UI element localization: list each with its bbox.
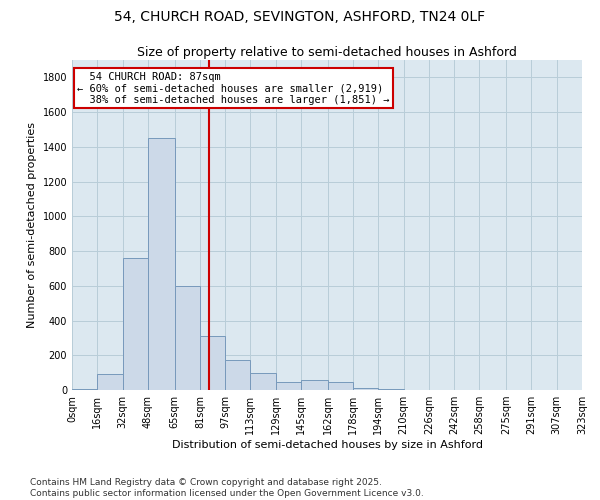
X-axis label: Distribution of semi-detached houses by size in Ashford: Distribution of semi-detached houses by … xyxy=(172,440,482,450)
Bar xyxy=(175,286,200,390)
Y-axis label: Number of semi-detached properties: Number of semi-detached properties xyxy=(27,122,37,328)
Bar xyxy=(97,374,122,390)
Bar xyxy=(353,388,379,390)
Bar xyxy=(148,138,175,390)
Text: 54 CHURCH ROAD: 87sqm
← 60% of semi-detached houses are smaller (2,919)
  38% of: 54 CHURCH ROAD: 87sqm ← 60% of semi-deta… xyxy=(77,72,389,105)
Text: 54, CHURCH ROAD, SEVINGTON, ASHFORD, TN24 0LF: 54, CHURCH ROAD, SEVINGTON, ASHFORD, TN2… xyxy=(115,10,485,24)
Bar xyxy=(72,389,97,390)
Bar xyxy=(122,258,148,390)
Bar xyxy=(328,382,353,390)
Bar xyxy=(250,372,275,390)
Text: Contains HM Land Registry data © Crown copyright and database right 2025.
Contai: Contains HM Land Registry data © Crown c… xyxy=(30,478,424,498)
Bar xyxy=(275,382,301,390)
Bar xyxy=(379,389,404,390)
Title: Size of property relative to semi-detached houses in Ashford: Size of property relative to semi-detach… xyxy=(137,46,517,59)
Bar xyxy=(225,360,250,390)
Bar xyxy=(200,336,225,390)
Bar xyxy=(301,380,328,390)
